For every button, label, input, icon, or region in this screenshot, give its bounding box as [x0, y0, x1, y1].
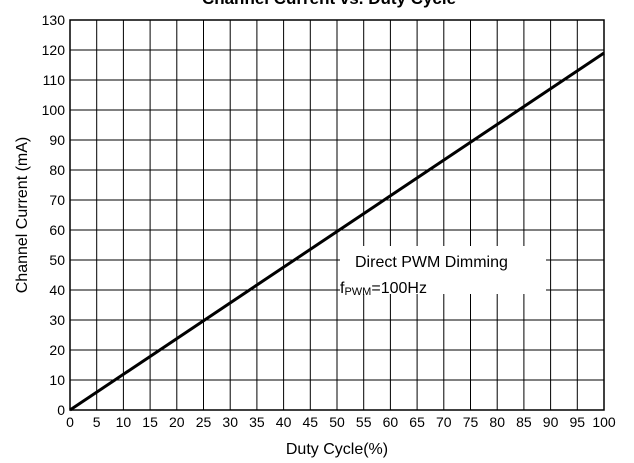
y-tick-label: 50 [49, 252, 65, 268]
y-axis-label: Channel Current (mA) [14, 137, 31, 294]
x-tick-label: 55 [356, 414, 372, 430]
x-tick-label: 90 [543, 414, 559, 430]
y-tick-label: 90 [49, 132, 65, 148]
plot-frame [69, 19, 605, 411]
annotation-value: =100Hz [371, 280, 427, 297]
x-tick-label: 35 [249, 414, 265, 430]
y-tick-label: 60 [49, 222, 65, 238]
chart-title: Channel Current vs. Duty Cycle [202, 0, 456, 8]
series-layer [69, 51, 605, 412]
annotation-f: f [340, 280, 345, 297]
x-tick-label: 60 [383, 414, 399, 430]
x-axis-label: Duty Cycle(%) [286, 441, 388, 458]
annotation-background [340, 246, 546, 294]
x-tick-label: 40 [276, 414, 292, 430]
x-tick-label: 10 [116, 414, 132, 430]
x-tick-label: 5 [93, 414, 101, 430]
y-tick-label: 100 [42, 102, 66, 118]
y-tick-label: 70 [49, 192, 65, 208]
x-tick-label: 20 [169, 414, 185, 430]
x-tick-label: 50 [329, 414, 345, 430]
x-tick-label: 15 [142, 414, 158, 430]
y-tick-label: 80 [49, 162, 65, 178]
x-tick-label: 45 [303, 414, 319, 430]
annotation-box: Direct PWM Dimming fPWM=100Hz [340, 246, 546, 298]
annotation-line1: Direct PWM Dimming [355, 254, 508, 271]
x-tick-label: 85 [516, 414, 532, 430]
x-tick-label: 95 [570, 414, 586, 430]
x-tick-label: 30 [222, 414, 238, 430]
y-axis-ticks: 0 10 20 30 40 50 60 70 80 90 100 110 120 130 [42, 12, 66, 418]
x-tick-label: 100 [592, 414, 616, 430]
y-tick-label: 130 [42, 12, 66, 28]
x-tick-label: 70 [436, 414, 452, 430]
annotation-line2: fPWM=100Hz [340, 280, 427, 298]
x-tick-label: 75 [463, 414, 479, 430]
x-tick-label: 65 [409, 414, 425, 430]
y-tick-label: 0 [57, 402, 65, 418]
y-tick-label: 120 [42, 42, 66, 58]
y-tick-label: 30 [49, 312, 65, 328]
x-axis-ticks: 0 5 10 15 20 25 30 35 40 45 50 55 60 65 70 75 80 85 90 95 10… [66, 414, 616, 430]
y-tick-label: 10 [49, 372, 65, 388]
series-line [69, 51, 605, 412]
y-tick-label: 20 [49, 342, 65, 358]
grid [69, 19, 605, 411]
y-tick-label: 40 [49, 282, 65, 298]
x-tick-label: 0 [66, 414, 74, 430]
annotation-subscript: PWM [344, 286, 371, 298]
x-tick-label: 80 [489, 414, 505, 430]
x-tick-label: 25 [196, 414, 212, 430]
y-tick-label: 110 [43, 72, 66, 88]
